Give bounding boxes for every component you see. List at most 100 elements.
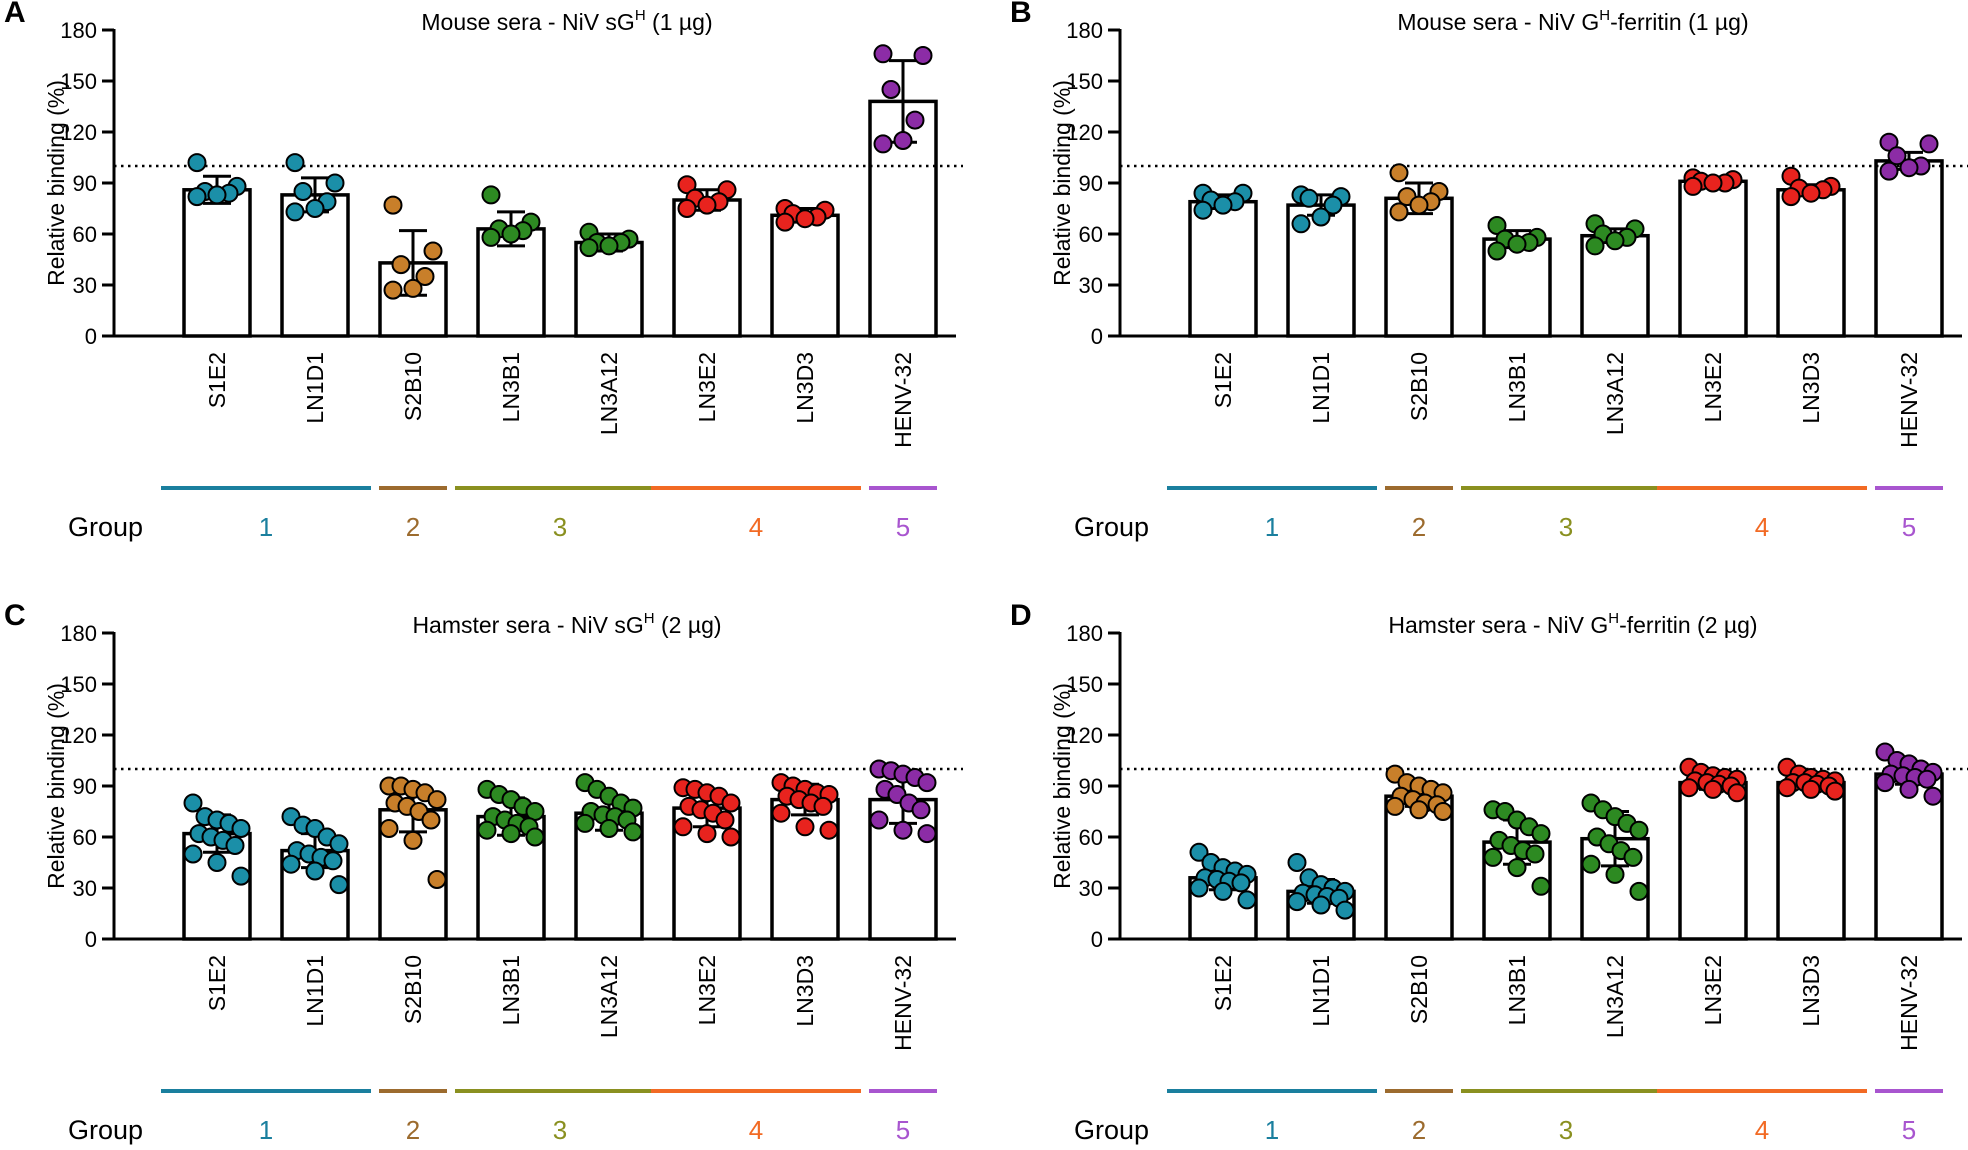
x-tick-label: LN3A12: [596, 352, 622, 435]
data-point: [383, 195, 403, 215]
group-number: 3: [1559, 512, 1573, 542]
x-tick-label: LN1D1: [302, 955, 328, 1027]
y-tick-label: 0: [85, 927, 97, 952]
data-point: [1299, 188, 1319, 208]
data-point: [1887, 146, 1907, 166]
data-point: [1487, 241, 1507, 261]
data-point: [1919, 134, 1939, 154]
y-tick-label: 30: [73, 876, 97, 901]
data-point: [187, 153, 207, 173]
data-point: [1825, 781, 1845, 801]
data-point: [1585, 236, 1605, 256]
y-tick-label: 60: [73, 222, 97, 247]
data-point: [913, 46, 933, 65]
data-point: [677, 199, 697, 218]
bar: [1776, 780, 1846, 941]
y-axis-label: Relative binding (%): [1049, 683, 1075, 889]
chart-title-suffix: (1 µg): [646, 9, 713, 35]
data-point: [1389, 202, 1409, 222]
data-point: [697, 195, 717, 215]
data-point: [1409, 195, 1429, 215]
y-tick-label: 180: [60, 621, 97, 646]
data-point: [329, 834, 349, 854]
x-tick-label: HENV-32: [890, 955, 916, 1051]
x-tick-label: LN1D1: [302, 352, 328, 424]
group-number: 1: [1265, 1115, 1279, 1145]
data-point: [1287, 892, 1307, 912]
y-tick-label: 120: [1066, 120, 1103, 145]
y-tick-label: 0: [85, 324, 97, 349]
x-tick-label: LN3E2: [694, 955, 720, 1025]
data-point: [305, 861, 325, 881]
y-tick-label: 150: [60, 672, 97, 697]
data-point: [501, 224, 521, 244]
data-point: [293, 182, 313, 201]
chart-title-superscript: H: [644, 610, 655, 627]
data-point: [1879, 161, 1899, 181]
data-point: [771, 803, 791, 823]
y-tick-label: 120: [1066, 723, 1103, 748]
data-point: [881, 80, 901, 99]
group-number: 2: [406, 512, 420, 542]
bar: [770, 213, 840, 338]
data-point: [599, 819, 619, 838]
data-point: [183, 793, 203, 813]
group-number: 2: [406, 1115, 420, 1145]
group-number: 5: [1902, 1115, 1916, 1145]
chart-title-suffix: (2 µg): [655, 612, 722, 638]
data-point: [379, 819, 399, 838]
chart-title-suffix: -ferritin (2 µg): [1619, 612, 1758, 638]
y-tick-label: 180: [60, 18, 97, 43]
x-tick-label: LN3A12: [596, 955, 622, 1038]
group-label: Group: [1074, 1115, 1149, 1145]
data-point: [1531, 824, 1551, 844]
data-point: [323, 851, 343, 871]
data-point: [1629, 820, 1649, 840]
data-point: [1507, 858, 1527, 878]
data-point: [187, 187, 207, 207]
x-tick-label: S1E2: [1210, 955, 1236, 1011]
x-tick-label: S2B10: [1406, 352, 1432, 421]
panel-label: B: [1010, 0, 1032, 29]
group-number: 1: [259, 512, 273, 542]
group-label: Group: [68, 1115, 143, 1145]
data-point: [1727, 783, 1747, 803]
y-axis-label: Relative binding (%): [43, 80, 69, 286]
data-point: [1581, 854, 1601, 874]
y-tick-label: 90: [73, 171, 97, 196]
y-tick-label: 60: [1079, 825, 1103, 850]
data-point: [1287, 853, 1307, 872]
y-tick-label: 60: [1079, 222, 1103, 247]
group-number: 3: [1559, 1115, 1573, 1145]
data-point: [329, 875, 349, 895]
group-number: 5: [896, 512, 910, 542]
x-tick-label: LN3E2: [694, 352, 720, 422]
data-point: [715, 810, 735, 830]
group-number: 4: [1755, 512, 1769, 542]
data-point: [1323, 195, 1343, 215]
panel-label: C: [4, 599, 26, 632]
chart-title-superscript: H: [1599, 7, 1610, 24]
data-point: [183, 844, 203, 864]
data-point: [1213, 881, 1233, 901]
data-point: [917, 773, 937, 793]
data-point: [1801, 779, 1821, 799]
data-point: [1703, 173, 1723, 193]
data-point: [1389, 163, 1409, 183]
bar: [182, 188, 252, 338]
group-number: 5: [1902, 512, 1916, 542]
bar: [1776, 188, 1846, 338]
data-point: [1917, 769, 1937, 789]
data-point: [819, 820, 839, 840]
chart-title-superscript: H: [1608, 610, 1619, 627]
x-tick-label: HENV-32: [1896, 352, 1922, 448]
y-tick-label: 30: [1079, 273, 1103, 298]
data-point: [1335, 900, 1355, 920]
x-tick-label: LN3B1: [1504, 352, 1530, 422]
data-point: [477, 820, 497, 840]
bar: [1678, 179, 1748, 338]
chart-title-main: Hamster sera - NiV G: [1388, 612, 1608, 638]
data-point: [795, 209, 815, 229]
y-tick-label: 120: [60, 723, 97, 748]
